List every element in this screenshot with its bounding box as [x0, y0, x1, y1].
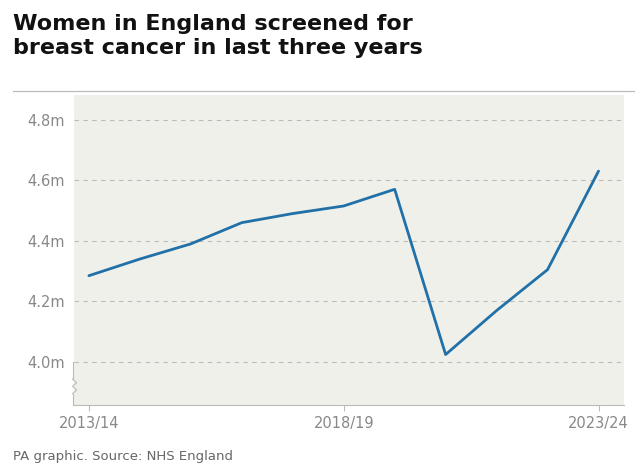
Text: PA graphic. Source: NHS England: PA graphic. Source: NHS England — [13, 450, 233, 463]
Text: Women in England screened for
breast cancer in last three years: Women in England screened for breast can… — [13, 14, 422, 58]
